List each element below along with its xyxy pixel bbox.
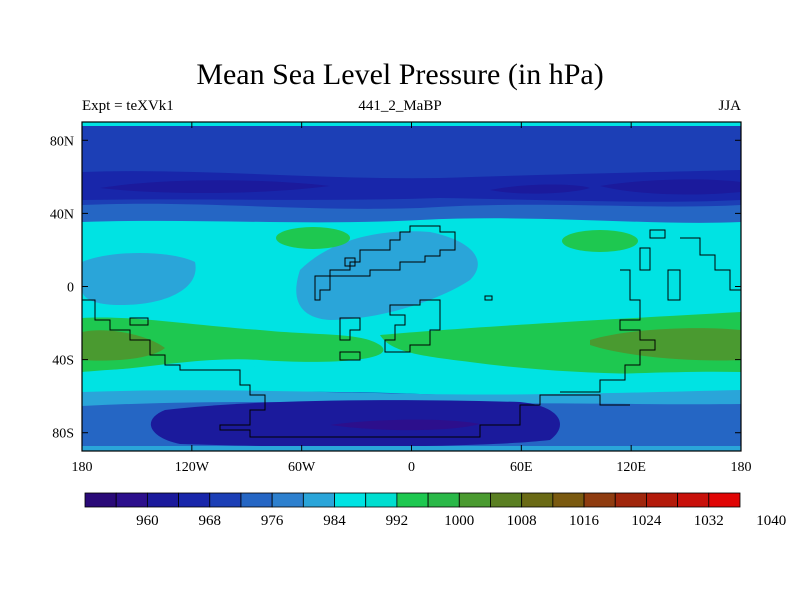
lat-tick-label: 0 bbox=[67, 281, 74, 296]
lon-tick-label: 60W bbox=[288, 460, 316, 475]
period-label: 441_2_MaBP bbox=[358, 98, 442, 114]
colorbar: 960 968 976 984 992 1000 1008 1016 1024 1032 1040 bbox=[84, 492, 786, 529]
lat-tick-label: 80N bbox=[50, 134, 74, 149]
colorbar-swatch bbox=[365, 492, 398, 508]
colorbar-swatch bbox=[178, 492, 211, 508]
lon-tick-label: 120E bbox=[616, 460, 646, 475]
colorbar-swatch bbox=[521, 492, 554, 508]
lon-tick-label: 0 bbox=[408, 460, 415, 475]
south-deepest-low bbox=[330, 419, 480, 431]
colorbar-swatch bbox=[84, 492, 117, 508]
colorbar-label: 1016 bbox=[569, 513, 600, 529]
colorbar-swatch bbox=[552, 492, 585, 508]
north-dark-band bbox=[82, 170, 741, 202]
colorbar-swatch bbox=[209, 492, 242, 508]
colorbar-swatch bbox=[708, 492, 741, 508]
colorbar-label: 1024 bbox=[631, 513, 662, 529]
colorbar-label: 960 bbox=[136, 513, 159, 529]
tropical-low-africa bbox=[296, 231, 478, 320]
coastlines bbox=[82, 225, 741, 438]
colorbar-swatch bbox=[396, 492, 429, 508]
high-patch-pacific bbox=[562, 230, 638, 252]
lon-tick-label: 180 bbox=[731, 460, 752, 475]
colorbar-swatch bbox=[302, 492, 335, 508]
colorbar-swatch bbox=[146, 492, 179, 508]
north-mid-band bbox=[82, 203, 741, 223]
south-high-core bbox=[82, 328, 741, 361]
season-label: JJA bbox=[718, 98, 741, 114]
colorbar-swatch bbox=[240, 492, 273, 508]
colorbar-swatch bbox=[458, 492, 491, 508]
axis-ticks: 180 120W 60W 0 60E 120E 180 80N 40N 0 40S 80S bbox=[50, 122, 752, 475]
colorbar-label: 968 bbox=[199, 513, 222, 529]
south-high-band bbox=[82, 312, 741, 374]
lon-tick-label: 60E bbox=[510, 460, 533, 475]
colorbar-label: 1008 bbox=[507, 513, 537, 529]
colorbar-label: 976 bbox=[261, 513, 284, 529]
colorbar-label: 984 bbox=[323, 513, 346, 529]
south-cyan-band bbox=[82, 366, 741, 397]
lon-tick-label: 120W bbox=[175, 460, 210, 475]
lat-tick-label: 40S bbox=[52, 354, 74, 369]
colorbar-swatch bbox=[490, 492, 523, 508]
colorbar-label: 992 bbox=[386, 513, 409, 529]
colorbar-swatch bbox=[271, 492, 304, 508]
colorbar-label: 1032 bbox=[694, 513, 724, 529]
tropical-low-east bbox=[82, 253, 196, 306]
colorbar-swatch bbox=[115, 492, 148, 508]
north-deep-low bbox=[100, 179, 741, 195]
colorbar-swatch bbox=[614, 492, 647, 508]
colorbar-swatch bbox=[646, 492, 679, 508]
lon-tick-label: 180 bbox=[72, 460, 93, 475]
colorbar-swatch bbox=[427, 492, 460, 508]
high-patch-atlantic bbox=[276, 227, 350, 249]
colorbar-swatch bbox=[334, 492, 367, 508]
plot-title: Mean Sea Level Pressure (in hPa) bbox=[196, 58, 604, 91]
colorbar-swatch bbox=[677, 492, 710, 508]
colorbar-swatch bbox=[583, 492, 616, 508]
lat-tick-label: 40N bbox=[50, 207, 74, 222]
pressure-field bbox=[82, 122, 741, 451]
lat-tick-label: 80S bbox=[52, 427, 74, 442]
colorbar-label: 1000 bbox=[444, 513, 474, 529]
colorbar-label: 1040 bbox=[756, 513, 786, 529]
experiment-label: Expt = teXVk1 bbox=[82, 98, 174, 114]
